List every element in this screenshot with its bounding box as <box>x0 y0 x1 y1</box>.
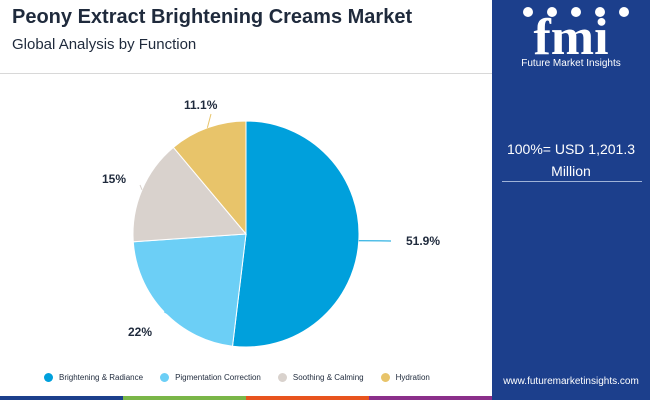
bottom-color-bar <box>0 396 492 400</box>
data-label-soothing-calming: 15% <box>102 172 126 186</box>
logo-icon-3 <box>571 7 581 17</box>
legend-item-pigmentation-correction: Pigmentation Correction <box>160 373 261 382</box>
pie-slice-brightening-radiance <box>231 120 360 348</box>
bottom-bar-segment <box>369 396 492 400</box>
brand-panel: fmi Future Market Insights 100%= USD 1,2… <box>492 0 650 400</box>
logo-icon-2 <box>547 7 557 17</box>
chart-subtitle: Global Analysis by Function <box>12 36 197 53</box>
legend-swatch-pigmentation-correction <box>160 373 170 382</box>
chart-title: Peony Extract Brightening Creams Market <box>12 6 413 28</box>
pie-slice-hydration <box>172 120 247 236</box>
legend-label-pigmentation-correction: Pigmentation Correction <box>175 373 261 382</box>
market-total: 100%= USD 1,201.3 Million <box>506 141 636 179</box>
total-divider <box>502 181 642 182</box>
legend-swatch-soothing-calming <box>277 373 287 382</box>
logo-text: Future Market Insights <box>521 58 621 69</box>
legend-item-brightening-radiance: Brightening & Radiance <box>44 373 143 382</box>
legend-swatch-hydration <box>380 373 390 382</box>
leader-line-hydration <box>206 113 212 128</box>
data-label-hydration: 11.1% <box>184 98 218 112</box>
legend-label-soothing-calming: Soothing & Calming <box>292 373 364 382</box>
legend-swatch-brightening-radiance <box>44 373 53 382</box>
data-label-pigmentation-correction: 22% <box>128 325 152 339</box>
fmi-logo-letters: fmi <box>533 9 608 66</box>
logo-icon-4 <box>595 7 605 17</box>
header-divider <box>0 73 492 74</box>
legend-item-soothing-calming: Soothing & Calming <box>277 373 364 382</box>
data-label-brightening-radiance: 51.9% <box>406 234 440 248</box>
pie-chart: 51.9% 22% 15% 11.1% <box>102 98 440 348</box>
legend-label-brightening-radiance: Brightening & Radiance <box>59 373 144 382</box>
bottom-bar-segment <box>246 396 369 400</box>
chart-legend: Brightening & Radiance Pigmentation Corre… <box>44 373 447 382</box>
leader-line-pigmentation-correction <box>163 311 169 315</box>
pie-slice-soothing-calming <box>132 146 248 243</box>
website-link[interactable]: www.futuremarketinsights.com <box>503 376 639 387</box>
logo-icon-1 <box>523 7 533 17</box>
bottom-bar-segment <box>123 396 246 400</box>
logo-icon-5 <box>619 7 629 17</box>
fmi-logo: fmi <box>523 7 629 66</box>
legend-label-hydration: Hydration <box>395 373 430 382</box>
bottom-bar-segment <box>0 396 123 400</box>
leader-line-soothing-calming <box>139 184 143 190</box>
legend-item-hydration: Hydration <box>380 373 430 382</box>
